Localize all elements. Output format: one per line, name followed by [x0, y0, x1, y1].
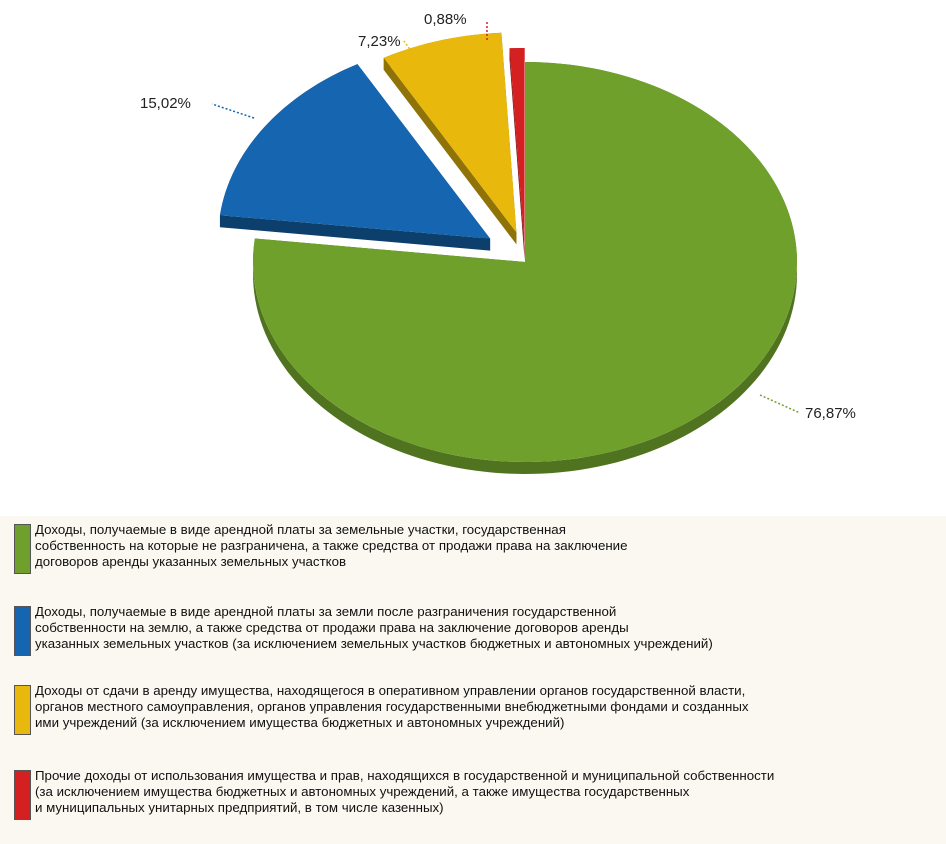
slice-percent-label: 0,88%: [424, 11, 467, 28]
legend-item-other-income: Прочие доходы от использования имущества…: [0, 766, 946, 824]
legend-text: Прочие доходы от использования имущества…: [35, 768, 775, 815]
legend-swatch-green: [14, 524, 31, 574]
pie-slice-blue: [219, 64, 491, 251]
slice-percent-label: 7,23%: [358, 33, 401, 50]
pie-slice-red: [509, 48, 525, 261]
legend-swatch-red: [14, 770, 31, 820]
label-leader-line: [759, 394, 801, 414]
legend-text: Доходы, получаемые в виде арендной платы…: [35, 522, 628, 569]
legend-item-land-rent-undivided: Доходы, получаемые в виде арендной платы…: [0, 520, 946, 578]
legend-item-land-rent-divided: Доходы, получаемые в виде арендной платы…: [0, 602, 946, 660]
legend-swatch-blue: [14, 606, 31, 656]
chart-legend: Доходы, получаемые в виде арендной платы…: [0, 516, 946, 844]
pie-chart: 76,87% 15,02% 7,23% 0,88%: [140, 11, 856, 474]
pie-slice-yellow: [383, 32, 517, 245]
legend-item-property-rent: Доходы от сдачи в аренду имущества, нахо…: [0, 681, 946, 739]
legend-text: Доходы, получаемые в виде арендной платы…: [35, 604, 713, 651]
label-leader-line: [211, 103, 255, 119]
slice-percent-label: 15,02%: [140, 95, 191, 112]
slice-percent-label: 76,87%: [805, 405, 856, 422]
legend-swatch-yellow: [14, 685, 31, 735]
legend-text: Доходы от сдачи в аренду имущества, нахо…: [35, 683, 749, 730]
pie-slice-green: [252, 62, 798, 474]
